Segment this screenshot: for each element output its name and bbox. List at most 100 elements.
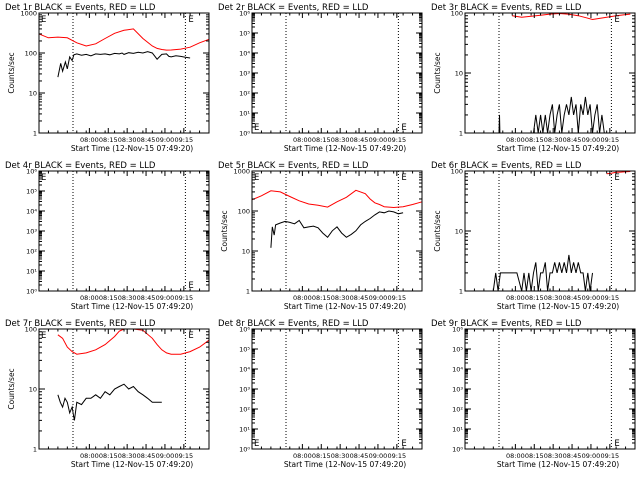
x-tick-label: 09:00	[582, 294, 601, 302]
plot-frame	[38, 12, 210, 134]
y-axis-label: Counts/sec	[433, 52, 442, 93]
x-tick-label: 08:45	[350, 136, 369, 144]
panel-title: Det 9r BLACK = Events, RED = LLD	[431, 319, 582, 329]
plot-frame	[251, 12, 423, 134]
x-tick-label: 09:15	[174, 452, 193, 460]
panel-title: Det 4r BLACK = Events, RED = LLD	[5, 161, 156, 171]
x-tick-label: 08:30	[331, 136, 350, 144]
y-tick-label: 10²	[452, 406, 463, 414]
y-tick-label: 100	[238, 208, 250, 216]
y-tick-label: 1	[33, 130, 37, 138]
x-tick-label: 09:00	[582, 452, 601, 460]
y-tick-label: 10⁴	[239, 50, 250, 58]
x-tick-label: 09:15	[174, 294, 193, 302]
x-axis-label: Start Time (12-Nov-15 07:49:20)	[497, 460, 619, 469]
x-tick-label: 09:15	[600, 136, 619, 144]
y-tick-label: 10¹	[239, 426, 250, 434]
y-tick-label: 10	[455, 70, 463, 78]
events-series-line	[498, 96, 605, 134]
y-tick-label: 10⁵	[452, 346, 463, 354]
plot-frame	[251, 170, 423, 292]
y-tick-label: 10³	[239, 70, 250, 78]
x-tick-label: 09:00	[156, 452, 175, 460]
x-tick-label: 08:15	[525, 294, 544, 302]
y-tick-label: 10⁴	[26, 208, 37, 216]
panel-title: Det 1r BLACK = Events, RED = LLD	[5, 3, 156, 13]
event-marker-label: E	[614, 173, 619, 183]
y-tick-label: 10	[29, 90, 37, 98]
x-axis-label: Start Time (12-Nov-15 07:49:20)	[71, 460, 193, 469]
event-marker-label: E	[614, 439, 619, 449]
y-tick-label: 10⁰	[26, 288, 37, 296]
x-tick-label: 08:00	[506, 136, 525, 144]
y-tick-label: 10¹	[239, 110, 250, 118]
x-tick-label: 08:15	[99, 294, 118, 302]
x-tick-label: 09:00	[369, 452, 388, 460]
event-marker-label: E	[41, 15, 46, 25]
y-tick-label: 10²	[239, 406, 250, 414]
lld-series-line	[57, 328, 210, 355]
y-tick-label: 10¹	[26, 268, 37, 276]
panel-title: Det 7r BLACK = Events, RED = LLD	[5, 319, 156, 329]
x-tick-label: 08:45	[137, 136, 156, 144]
y-tick-label: 10⁶	[239, 326, 250, 334]
x-tick-label: 08:00	[293, 452, 312, 460]
y-tick-label: 10⁴	[452, 366, 463, 374]
x-tick-label: 08:30	[544, 294, 563, 302]
panel-title: Det 3r BLACK = Events, RED = LLD	[431, 3, 582, 13]
x-axis-label: Start Time (12-Nov-15 07:49:20)	[497, 302, 619, 311]
panel-title: Det 2r BLACK = Events, RED = LLD	[218, 3, 369, 13]
x-tick-label: 08:45	[137, 294, 156, 302]
y-tick-label: 10	[242, 248, 250, 256]
lld-series-line	[251, 189, 423, 209]
y-tick-label: 1000	[233, 168, 250, 176]
y-tick-label: 10⁵	[26, 188, 37, 196]
x-axis-label: Start Time (12-Nov-15 07:49:20)	[284, 144, 406, 153]
plot-frame	[464, 328, 636, 450]
x-tick-label: 08:45	[350, 452, 369, 460]
panel-title: Det 5r BLACK = Events, RED = LLD	[218, 161, 369, 171]
events-series-line	[57, 51, 191, 78]
x-tick-label: 08:00	[506, 452, 525, 460]
x-tick-label: 08:00	[80, 136, 99, 144]
y-tick-label: 10⁶	[452, 326, 463, 334]
panel-title: Det 8r BLACK = Events, RED = LLD	[218, 319, 369, 329]
y-tick-label: 1	[459, 130, 463, 138]
y-tick-label: 100	[451, 168, 463, 176]
lld-series-line	[38, 28, 210, 51]
y-tick-label: 10	[29, 386, 37, 394]
x-tick-label: 08:30	[118, 136, 137, 144]
y-tick-label: 10⁴	[239, 366, 250, 374]
x-tick-label: 08:00	[293, 136, 312, 144]
x-tick-label: 08:45	[563, 136, 582, 144]
x-tick-label: 08:45	[563, 294, 582, 302]
y-axis-label: Counts/sec	[433, 210, 442, 251]
y-tick-label: 100	[25, 326, 37, 334]
y-tick-label: 1	[246, 288, 250, 296]
x-tick-label: 08:45	[137, 452, 156, 460]
x-tick-label: 08:15	[525, 136, 544, 144]
x-axis-label: Start Time (12-Nov-15 07:49:20)	[71, 302, 193, 311]
x-tick-label: 09:15	[387, 452, 406, 460]
event-marker-label: E	[254, 123, 259, 133]
y-tick-label: 1000	[20, 10, 37, 18]
event-marker-label: E	[41, 331, 46, 341]
y-tick-label: 10	[455, 228, 463, 236]
plot-frame	[38, 170, 210, 292]
panel-title: Det 6r BLACK = Events, RED = LLD	[431, 161, 582, 171]
y-tick-label: 10²	[239, 90, 250, 98]
y-tick-label: 10³	[239, 386, 250, 394]
x-tick-label: 08:00	[506, 294, 525, 302]
x-tick-label: 08:15	[312, 136, 331, 144]
y-tick-label: 10⁰	[239, 446, 250, 454]
lld-series-line	[606, 171, 631, 175]
x-tick-label: 08:30	[331, 452, 350, 460]
y-tick-label: 100	[25, 50, 37, 58]
y-tick-label: 10⁰	[239, 130, 250, 138]
x-tick-label: 09:15	[600, 452, 619, 460]
event-marker-label: E	[188, 281, 193, 291]
